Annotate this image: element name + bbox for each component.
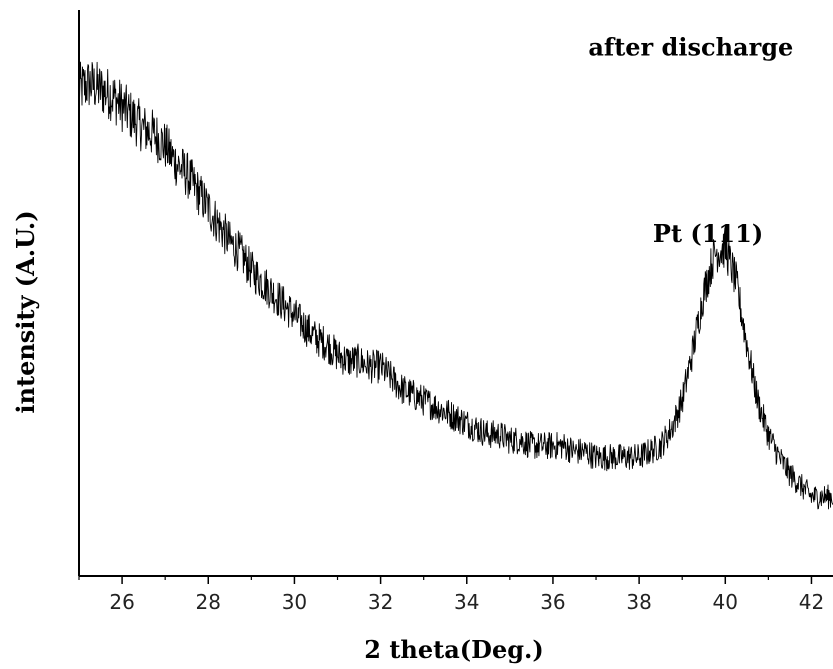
- x-tick-label: 34: [454, 590, 479, 614]
- x-tick-label: 32: [368, 590, 393, 614]
- series-line-0: [78, 61, 833, 510]
- series-layer: [78, 61, 833, 510]
- x-tick-label: 30: [282, 590, 307, 614]
- x-axis-ticks: 26 28 30 32 34 36 38 40 42: [78, 576, 824, 614]
- x-tick-label: 38: [626, 590, 651, 614]
- annotation-0: after discharge: [588, 32, 793, 61]
- x-tick-label: 40: [713, 590, 738, 614]
- x-tick-label: 28: [196, 590, 221, 614]
- annotation-layer: after discharge Pt (111): [588, 32, 793, 248]
- x-tick-label: 42: [799, 590, 824, 614]
- x-tick-label: 26: [109, 590, 134, 614]
- plot-frame: [78, 10, 833, 577]
- x-tick-label: 36: [540, 590, 565, 614]
- annotation-1: Pt (111): [653, 219, 763, 248]
- y-axis-label: intensity (A.U.): [11, 210, 40, 413]
- x-axis-label: 2 theta(Deg.): [364, 635, 543, 664]
